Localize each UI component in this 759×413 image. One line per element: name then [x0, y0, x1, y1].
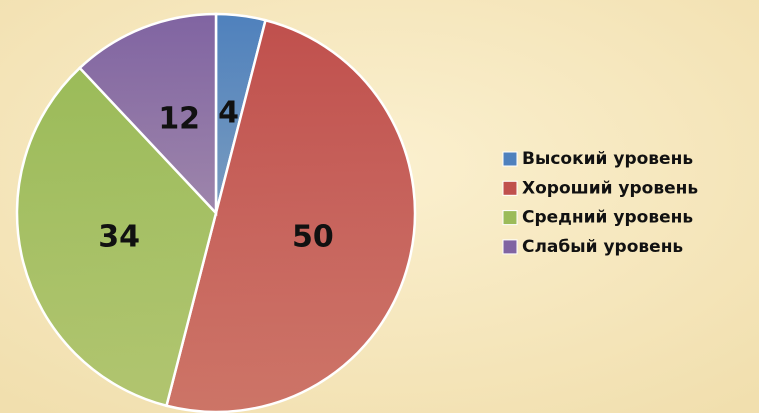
pie-slice [164, 18, 417, 413]
data-label: 34 [98, 219, 140, 254]
legend-label: Хороший уровень [522, 178, 698, 198]
pie-slice [78, 12, 218, 217]
data-label: 4 [218, 95, 239, 130]
legend-swatch [502, 210, 518, 226]
legend-label: Высокий уровень [522, 149, 693, 169]
data-label: 50 [292, 219, 334, 254]
legend-label: Средний уровень [522, 208, 693, 228]
legend-swatch [502, 151, 518, 167]
pie-slice [15, 66, 218, 408]
legend-swatch [502, 239, 518, 255]
data-label: 12 [158, 102, 200, 137]
legend-label: Слабый уровень [522, 237, 683, 257]
legend-swatch [502, 180, 518, 196]
